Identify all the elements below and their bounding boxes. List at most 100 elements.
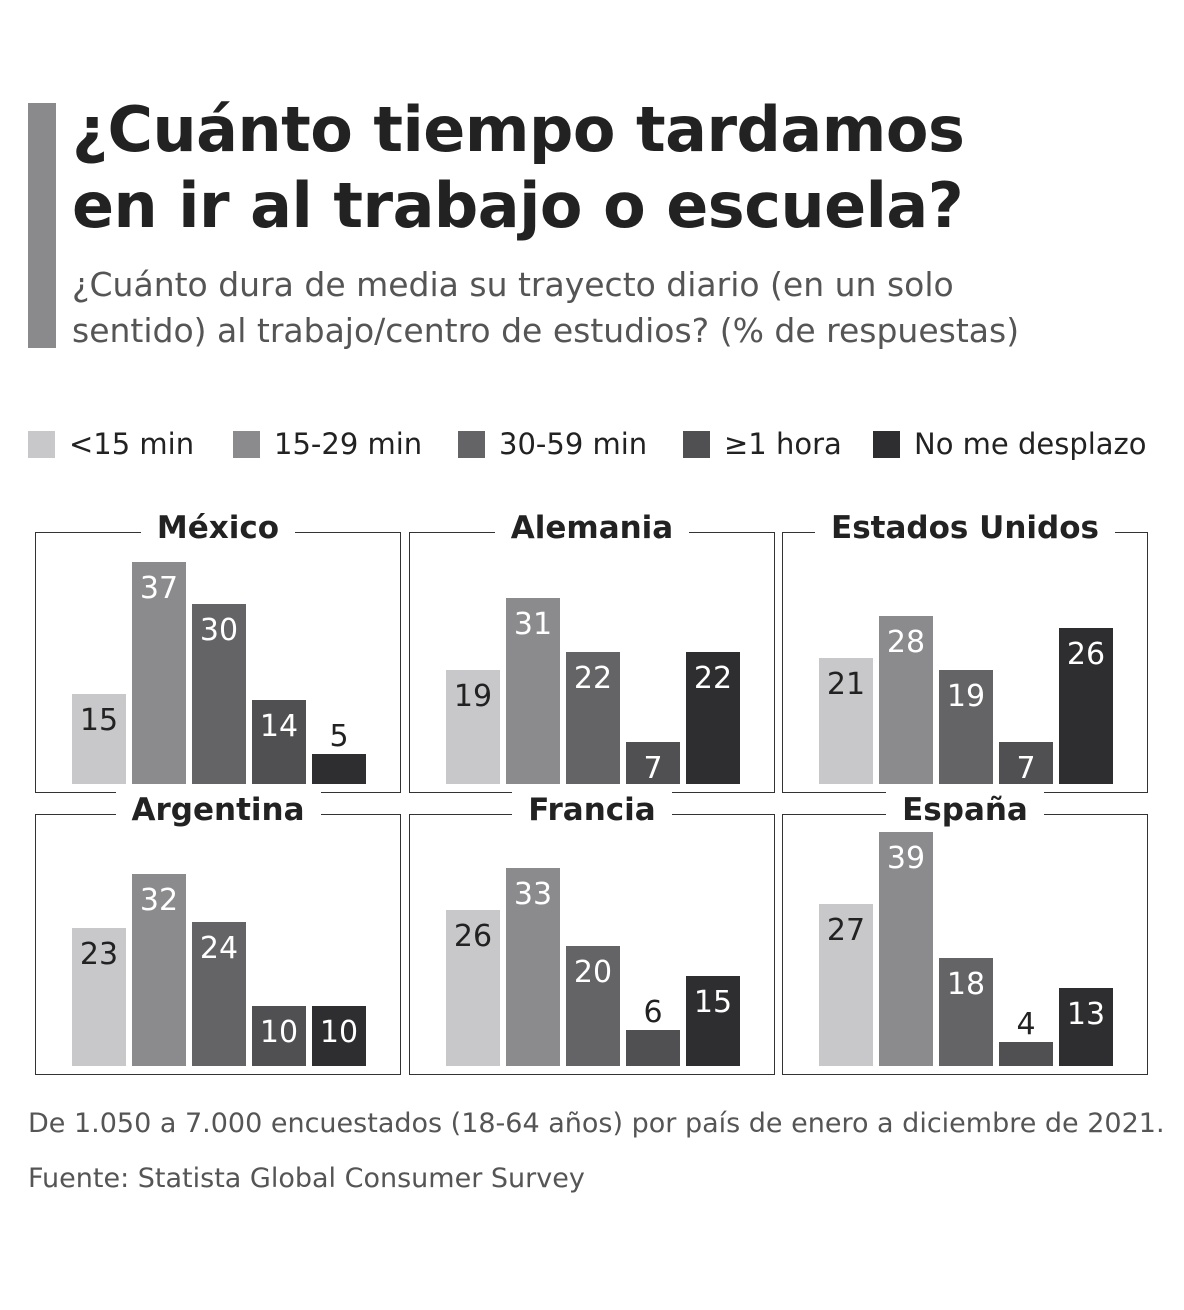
bar-15-29 — [132, 874, 186, 1066]
panel-title: España — [886, 792, 1044, 828]
legend-item-no-commute: No me desplazo — [873, 424, 1147, 464]
panel-bars: 15 37 30 14 5 — [72, 562, 366, 784]
bar-value-label: 21 — [827, 667, 865, 702]
legend-label: 30-59 min — [499, 427, 648, 461]
bar-1-hour — [252, 700, 306, 784]
panel-title: Francia — [512, 792, 672, 828]
bar-no-commute — [312, 754, 366, 784]
bar-value-label: 15 — [694, 985, 732, 1020]
bar-30-59 — [566, 652, 620, 784]
bar-value-label: 5 — [329, 719, 348, 754]
legend-swatch — [233, 430, 260, 458]
bar-30-59 — [566, 946, 620, 1066]
bar-value-label: 10 — [320, 1015, 358, 1050]
bar-value-label: 22 — [694, 661, 732, 696]
bar-value-label: 37 — [140, 571, 178, 606]
bar-no-commute — [1059, 628, 1113, 784]
bar-value-label: 19 — [947, 679, 985, 714]
bar-value-label: 10 — [260, 1015, 298, 1050]
bar-1-hour — [999, 1042, 1053, 1066]
panel-bars: 21 28 19 7 26 — [819, 616, 1113, 786]
bar-value-label: 32 — [140, 883, 178, 918]
bar-value-label: 26 — [1067, 637, 1105, 672]
bar-value-label: 33 — [514, 877, 552, 912]
bar-no-commute — [686, 652, 740, 784]
panel-title: Argentina — [115, 792, 321, 828]
bar-30-59 — [192, 922, 246, 1066]
bar-value-label: 6 — [643, 995, 662, 1030]
source: Fuente: Statista Global Consumer Survey — [28, 1163, 585, 1194]
bar-value-label: 24 — [200, 931, 238, 966]
panel-francia: 26 33 20 6 15 Francia — [409, 792, 775, 1075]
panel-title: México — [140, 510, 296, 546]
bar-15-29 — [506, 598, 560, 784]
chart-title: ¿Cuánto tiempo tardamos en ir al trabajo… — [72, 92, 965, 244]
bar-no-commute — [312, 1006, 366, 1066]
legend-label: ≥1 hora — [724, 427, 842, 461]
panel-espana: 27 39 18 4 13 España — [782, 792, 1148, 1075]
legend: <15 min 15-29 min 30-59 min ≥1 hora No m… — [28, 424, 1168, 464]
bar-value-label: 28 — [887, 625, 925, 660]
chart-title-line-2: en ir al trabajo o escuela? — [72, 169, 964, 242]
legend-item-1-hour: ≥1 hora — [683, 424, 842, 464]
bar-1-hour — [626, 1030, 680, 1066]
bar-value-label: 19 — [454, 679, 492, 714]
bar-value-label: 26 — [454, 919, 492, 954]
bar-15-29 — [506, 868, 560, 1066]
bar-15-29 — [879, 616, 933, 784]
footnote: De 1.050 a 7.000 encuestados (18-64 años… — [28, 1108, 1165, 1139]
panel-argentina: 23 32 24 10 10 Argentina — [35, 792, 401, 1075]
bar-30-59 — [939, 670, 993, 784]
legend-item-under-15: <15 min — [28, 424, 194, 464]
bar-1-hour — [626, 742, 680, 784]
bar-value-label: 20 — [574, 955, 612, 990]
panel-title: Estados Unidos — [815, 510, 1115, 546]
panel-alemania: 19 31 22 7 22 Alemania — [409, 510, 775, 793]
legend-label: 15-29 min — [274, 427, 423, 461]
legend-swatch — [873, 430, 900, 458]
bar-value-label: 18 — [947, 967, 985, 1002]
bar-30-59 — [192, 604, 246, 784]
panel-bars: 23 32 24 10 10 — [72, 874, 366, 1066]
chart-subtitle-line-2: sentido) al trabajo/centro de estudios? … — [72, 311, 1020, 350]
legend-swatch — [683, 430, 710, 458]
bar-1-hour — [999, 742, 1053, 784]
bar-value-label: 15 — [80, 703, 118, 738]
legend-label: <15 min — [69, 427, 195, 461]
bar-value-label: 7 — [1016, 751, 1035, 786]
bar-value-label: 13 — [1067, 997, 1105, 1032]
bar-under-15 — [446, 670, 500, 784]
panel-bars: 19 31 22 7 22 — [446, 598, 740, 786]
panel-bars: 26 33 20 6 15 — [446, 868, 740, 1066]
bar-no-commute — [1059, 988, 1113, 1066]
bar-no-commute — [686, 976, 740, 1066]
bar-15-29 — [879, 832, 933, 1066]
chart-title-line-1: ¿Cuánto tiempo tardamos — [72, 93, 965, 166]
bar-value-label: 22 — [574, 661, 612, 696]
panel-bars: 27 39 18 4 13 — [819, 832, 1113, 1066]
bar-value-label: 14 — [260, 709, 298, 744]
bar-15-29 — [132, 562, 186, 784]
title-accent-bar — [28, 103, 56, 348]
panel-estados-unidos: 21 28 19 7 26 Estados Unidos — [782, 510, 1148, 793]
bar-under-15 — [819, 658, 873, 784]
bar-value-label: 4 — [1016, 1007, 1035, 1042]
panel-mexico: 15 37 30 14 5 México — [35, 510, 401, 793]
bar-value-label: 30 — [200, 613, 238, 648]
legend-swatch — [28, 430, 55, 458]
legend-swatch — [458, 430, 485, 458]
bar-under-15 — [446, 910, 500, 1066]
legend-label: No me desplazo — [914, 427, 1147, 461]
bar-under-15 — [72, 694, 126, 784]
chart-subtitle: ¿Cuánto dura de media su trayecto diario… — [72, 262, 1162, 354]
bar-value-label: 27 — [827, 913, 865, 948]
bar-under-15 — [72, 928, 126, 1066]
chart-subtitle-line-1: ¿Cuánto dura de media su trayecto diario… — [72, 265, 954, 304]
legend-item-15-29: 15-29 min — [233, 424, 422, 464]
bar-value-label: 31 — [514, 607, 552, 642]
bar-value-label: 7 — [643, 751, 662, 786]
bar-value-label: 39 — [887, 841, 925, 876]
bar-1-hour — [252, 1006, 306, 1066]
legend-item-30-59: 30-59 min — [458, 424, 647, 464]
bar-30-59 — [939, 958, 993, 1066]
